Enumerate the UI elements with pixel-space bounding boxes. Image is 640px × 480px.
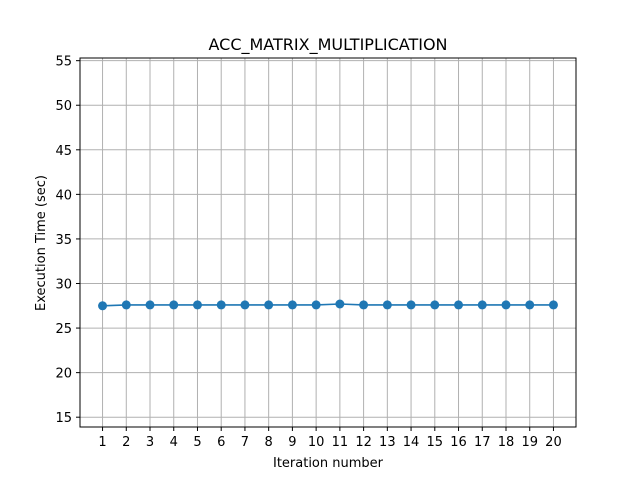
y-tick-label: 30 bbox=[55, 278, 72, 293]
x-tick-label: 10 bbox=[308, 435, 325, 450]
data-point bbox=[192, 300, 202, 310]
data-point bbox=[287, 300, 297, 310]
data-point bbox=[501, 300, 511, 310]
y-tick-label: 50 bbox=[55, 99, 72, 114]
x-tick-label: 17 bbox=[474, 435, 491, 450]
y-tick-label: 25 bbox=[55, 322, 72, 337]
x-tick-label: 5 bbox=[193, 435, 201, 450]
x-axis-title: Iteration number bbox=[273, 456, 384, 471]
grid-lines bbox=[80, 58, 576, 427]
y-tick-label: 40 bbox=[55, 188, 72, 203]
data-point bbox=[406, 300, 416, 310]
x-tick-label: 2 bbox=[122, 435, 130, 450]
data-point bbox=[240, 300, 250, 310]
x-axis: 1 2 3 4 5 6 7 8 9 10 11 12 13 14 15 16 17 18 19 20 bbox=[98, 427, 562, 450]
y-axis: 15 20 25 30 35 40 45 50 55 bbox=[55, 55, 80, 426]
data-point bbox=[121, 300, 131, 310]
data-point bbox=[216, 300, 226, 310]
x-tick-label: 3 bbox=[146, 435, 154, 450]
data-point bbox=[169, 300, 179, 310]
data-point bbox=[98, 301, 108, 311]
x-tick-label: 12 bbox=[355, 435, 372, 450]
x-tick-label: 4 bbox=[170, 435, 178, 450]
y-tick-label: 15 bbox=[55, 411, 72, 426]
data-point bbox=[525, 300, 535, 310]
y-tick-label: 20 bbox=[55, 367, 72, 382]
x-tick-label: 9 bbox=[288, 435, 296, 450]
x-tick-label: 8 bbox=[265, 435, 273, 450]
data-point bbox=[145, 300, 155, 310]
x-tick-label: 6 bbox=[217, 435, 225, 450]
x-tick-label: 14 bbox=[403, 435, 420, 450]
y-tick-label: 55 bbox=[55, 55, 72, 70]
y-axis-title: Execution Time (sec) bbox=[34, 175, 49, 311]
chart-title: ACC_MATRIX_MULTIPLICATION bbox=[208, 35, 447, 55]
x-tick-label: 13 bbox=[379, 435, 396, 450]
x-tick-label: 7 bbox=[241, 435, 249, 450]
data-point bbox=[430, 300, 440, 310]
x-tick-label: 15 bbox=[427, 435, 444, 450]
x-tick-label: 19 bbox=[521, 435, 538, 450]
plot-frame bbox=[79, 57, 577, 428]
x-tick-label: 11 bbox=[332, 435, 349, 450]
data-point bbox=[477, 300, 487, 310]
x-tick-label: 16 bbox=[450, 435, 467, 450]
x-tick-label: 20 bbox=[545, 435, 562, 450]
data-point bbox=[548, 300, 558, 310]
data-point bbox=[454, 300, 464, 310]
series-layer bbox=[98, 299, 558, 311]
data-point bbox=[264, 300, 274, 310]
x-tick-label: 1 bbox=[98, 435, 106, 450]
data-point bbox=[382, 300, 392, 310]
x-tick-label: 18 bbox=[498, 435, 515, 450]
data-point bbox=[359, 300, 369, 310]
y-tick-label: 35 bbox=[55, 233, 72, 248]
y-tick-label: 45 bbox=[55, 144, 72, 159]
data-point bbox=[335, 299, 345, 309]
data-point bbox=[311, 300, 321, 310]
